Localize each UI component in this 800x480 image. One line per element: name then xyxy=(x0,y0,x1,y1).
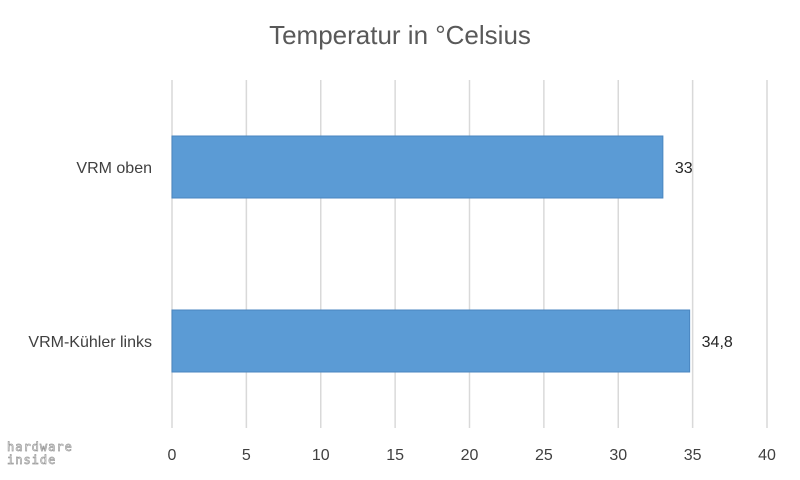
x-tick-label: 25 xyxy=(535,447,553,464)
data-label: 34,8 xyxy=(702,334,733,351)
data-label: 33 xyxy=(675,160,693,177)
x-tick-label: 15 xyxy=(386,447,404,464)
x-tick-label: 5 xyxy=(242,447,251,464)
x-tick-label: 10 xyxy=(312,447,330,464)
logo-line-2: inside xyxy=(7,453,56,466)
x-tick-label: 20 xyxy=(461,447,479,464)
x-axis-tick-labels: 0 5 10 15 20 25 30 35 40 xyxy=(168,447,776,464)
bar xyxy=(171,309,691,373)
hardware-inside-logo: hardware inside xyxy=(7,440,73,466)
x-tick-label: 30 xyxy=(609,447,627,464)
logo-line-1: hardware xyxy=(7,440,73,454)
bars xyxy=(171,135,691,373)
bar xyxy=(171,135,664,199)
x-tick-label: 35 xyxy=(684,447,702,464)
x-tick-label: 0 xyxy=(168,447,177,464)
gridlines xyxy=(171,80,768,428)
category-labels: VRM oben VRM-Kühler links xyxy=(28,160,152,351)
data-labels: 33 34,8 xyxy=(675,160,733,351)
category-label: VRM oben xyxy=(76,160,152,177)
x-tick-label: 40 xyxy=(758,447,776,464)
chart-title: Temperatur in °Celsius xyxy=(269,20,531,50)
category-label: VRM-Kühler links xyxy=(28,334,152,351)
